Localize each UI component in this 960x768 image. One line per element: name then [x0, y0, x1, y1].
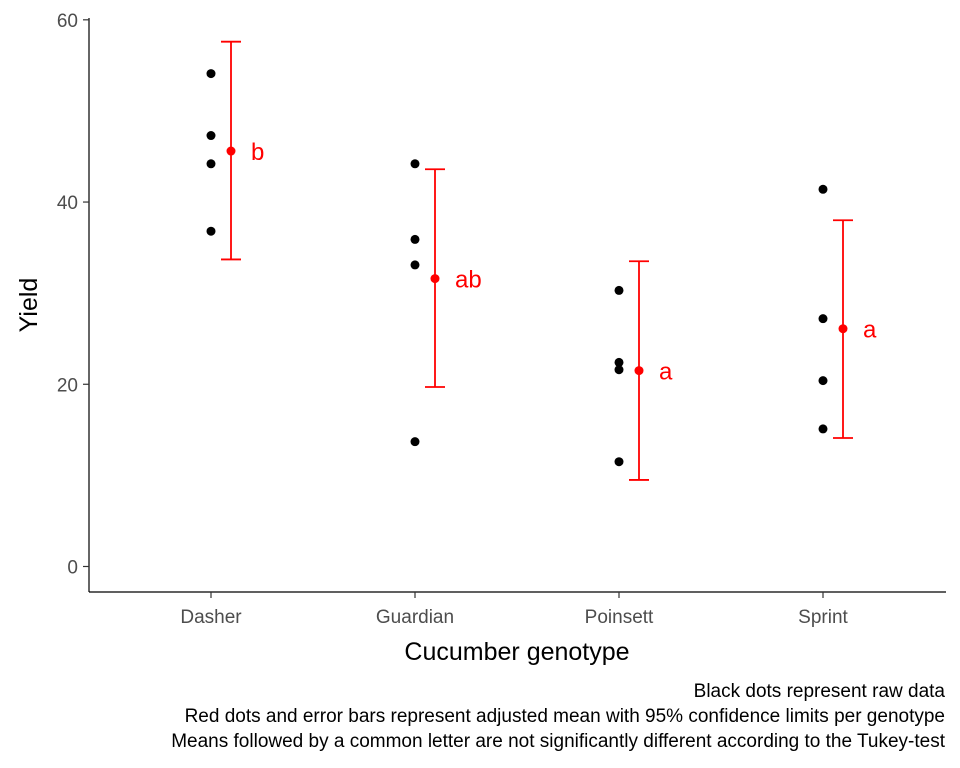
x-tick-label: Poinsett: [585, 607, 654, 628]
y-tick-label: 0: [67, 557, 78, 578]
raw-data-point: [614, 285, 624, 295]
group-letter: a: [659, 359, 673, 386]
group-letter: a: [863, 317, 877, 344]
raw-data-point: [614, 457, 624, 467]
caption-line: Means followed by a common letter are no…: [171, 731, 945, 752]
raw-data-point: [206, 226, 216, 236]
raw-data-points: [206, 69, 828, 467]
group-letter: ab: [455, 267, 482, 294]
raw-data-point: [410, 234, 420, 244]
raw-data-point: [614, 365, 624, 375]
x-tick-label: Guardian: [376, 607, 454, 628]
raw-data-point: [410, 159, 420, 169]
x-tick-label: Dasher: [180, 607, 242, 628]
raw-data-point: [818, 314, 828, 324]
raw-data-point: [410, 437, 420, 447]
raw-data-point: [206, 131, 216, 141]
adjusted-mean-point: [634, 366, 644, 376]
raw-data-point: [206, 159, 216, 169]
x-ticks: Dasher Guardian Poinsett Sprint: [180, 592, 849, 628]
caption-line: Black dots represent raw data: [694, 681, 946, 702]
caption-line: Red dots and error bars represent adjust…: [185, 706, 945, 727]
adjusted-means: b ab a a: [221, 40, 877, 481]
group-letter: b: [251, 139, 264, 166]
y-tick-label: 40: [57, 193, 78, 214]
raw-data-point: [818, 184, 828, 194]
adjusted-mean-point: [226, 146, 236, 156]
caption: Black dots represent raw data Red dots a…: [171, 681, 945, 752]
axes: [88, 18, 946, 593]
y-tick-label: 60: [57, 11, 78, 32]
x-tick-label: Sprint: [798, 607, 848, 628]
y-axis-title: Yield: [15, 278, 43, 333]
x-axis-title: Cucumber genotype: [404, 638, 629, 666]
raw-data-point: [818, 424, 828, 434]
y-ticks: 0 20 40 60: [57, 11, 89, 578]
raw-data-point: [614, 357, 624, 367]
adjusted-mean-point: [430, 274, 440, 284]
raw-data-point: [410, 260, 420, 270]
y-tick-label: 20: [57, 375, 78, 396]
raw-data-point: [818, 376, 828, 386]
adjusted-mean-point: [838, 324, 848, 334]
raw-data-point: [206, 69, 216, 79]
